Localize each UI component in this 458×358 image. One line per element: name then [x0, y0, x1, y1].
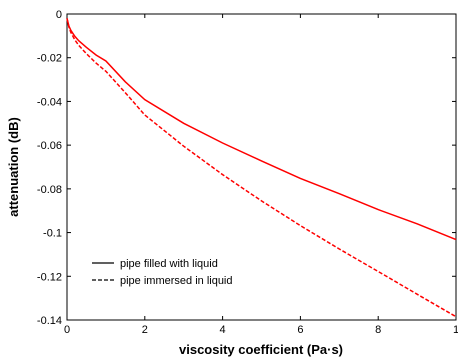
x-tick-label: 6 [297, 324, 303, 336]
legend-label: pipe immersed in liquid [120, 275, 233, 287]
x-tick-label: 4 [220, 324, 226, 336]
series-line-1 [66, 18, 457, 241]
y-tick-label: 0 [56, 9, 62, 21]
x-tick-label: 1 [453, 324, 458, 336]
legend: pipe filled with liquid pipe immersed in … [92, 258, 233, 287]
x-axis-label: viscosity coefficient (Pa·s) [179, 342, 343, 357]
plot-area [66, 13, 457, 321]
y-tick-label: -0.06 [37, 140, 62, 152]
x-tick-label: 2 [142, 324, 148, 336]
y-tick-label: -0.12 [37, 271, 62, 283]
y-tick-label: -0.04 [37, 96, 62, 108]
y-tick-label: -0.1 [43, 228, 62, 240]
y-axis-label: attenuation (dB) [6, 117, 21, 217]
legend-label: pipe filled with liquid [120, 258, 218, 270]
y-tick-label: -0.08 [37, 184, 62, 196]
x-tick-label: 0 [64, 324, 70, 336]
y-tick-label: -0.14 [37, 315, 62, 327]
series-line-2 [66, 18, 457, 318]
x-tick-label: 8 [375, 324, 381, 336]
y-tick-label: -0.02 [37, 53, 62, 65]
